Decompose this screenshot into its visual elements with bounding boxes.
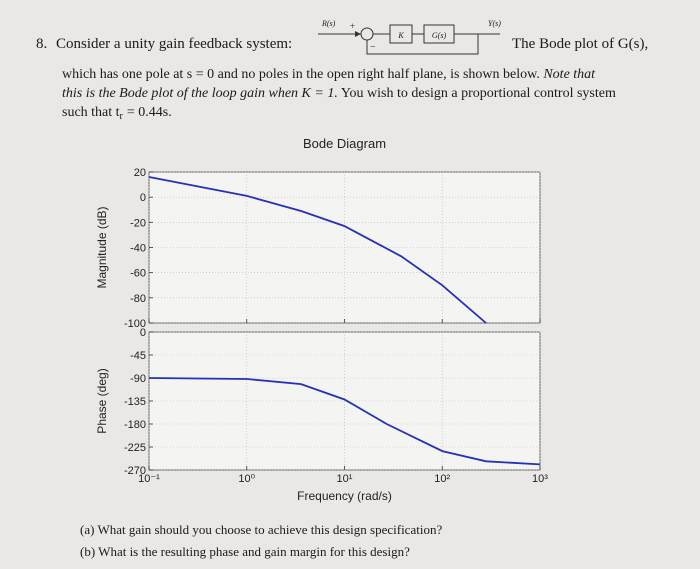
x-axis-label: Frequency (rad/s) [297, 489, 392, 503]
y-tick-label: -80 [130, 293, 146, 305]
y-tick-label: -270 [124, 465, 146, 477]
chart-title: Bode Diagram [303, 136, 386, 151]
body-text: which has one pole at s = 0 and no poles… [62, 67, 540, 82]
diagram-plant: G(s) [432, 31, 447, 40]
y-tick-label: -100 [124, 318, 146, 330]
body-text: = 0.44s. [127, 105, 172, 120]
body-line: this is the Bode plot of the loop gain w… [62, 86, 616, 101]
diagram-minus: − [370, 42, 376, 53]
y-tick-label: -20 [130, 217, 146, 229]
y-tick-label: -60 [130, 268, 146, 280]
arrow [355, 31, 361, 37]
y-tick-label: -40 [130, 243, 146, 255]
diagram-gain: K [397, 31, 404, 40]
body-text: this is the Bode plot of the loop gain w… [62, 86, 338, 101]
diagram-output: Y(s) [488, 19, 501, 28]
x-tick-label: 10¹ [337, 473, 353, 485]
body-line: such that tr = 0.44s. [62, 105, 172, 122]
diagram-plus: + [350, 21, 355, 31]
x-tick-label: 10⁻¹ [138, 473, 160, 485]
data-line [148, 176, 487, 324]
y-tick-label: -90 [130, 373, 146, 385]
y-axis-label: Phase (deg) [95, 368, 109, 433]
y-tick-label: -180 [124, 419, 146, 431]
data-line [148, 377, 541, 466]
body-text: such that t [62, 105, 120, 120]
problem-intro: Consider a unity gain feedback system: [56, 36, 292, 52]
y-tick-label: 0 [140, 192, 146, 204]
body-text: r [120, 111, 124, 122]
diagram-input: R(s) [321, 19, 336, 28]
y-tick-label: -45 [130, 350, 146, 362]
x-tick-label: 10³ [532, 473, 548, 485]
y-tick-label: -225 [124, 442, 146, 454]
x-tick-label: 10⁰ [238, 473, 255, 485]
problem-after-diagram: The Bode plot of G(s), [512, 36, 648, 52]
body-line: which has one pole at s = 0 and no poles… [62, 67, 596, 82]
summing-junction [360, 27, 374, 41]
body-text: You wish to design a proportional contro… [341, 86, 616, 101]
body-text: Note that [542, 67, 596, 82]
y-axis-label: Magnitude (dB) [95, 206, 109, 288]
y-tick-label: 20 [134, 167, 146, 179]
question: (b) What is the resulting phase and gain… [80, 544, 410, 559]
y-tick-label: -135 [124, 396, 146, 408]
y-tick-label: 0 [140, 327, 146, 339]
feedback-wire [366, 34, 479, 55]
question: (a) What gain should you choose to achie… [80, 522, 442, 537]
block-diagram: R(s) + − K G(s) Y(s) [318, 19, 501, 55]
problem-number: 8. [36, 36, 47, 52]
x-tick-label: 10² [434, 473, 450, 485]
